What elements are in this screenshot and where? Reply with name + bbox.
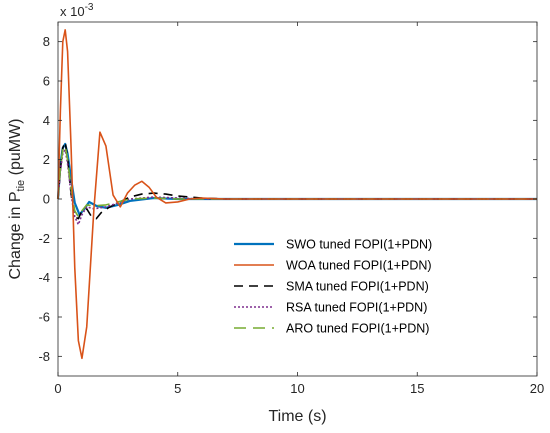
series-layer [56,29,537,360]
y-tick-label: -6 [38,310,50,325]
legend-label-4: ARO tuned FOPI(1+PDN) [286,322,429,336]
x-tick-label: 10 [290,381,304,396]
y-tick-label: 8 [43,34,50,49]
y-tick-label: -4 [38,270,50,285]
y-tick-label: 4 [43,113,50,128]
y-axis-title-subscript: tie [15,180,27,192]
x-tick-label: 0 [54,381,61,396]
y-tick-label: -2 [38,231,50,246]
y-tick-label: -8 [38,349,50,364]
legend: SWO tuned FOPI(1+PDN) WOA tuned FOPI(1+PD… [234,238,432,336]
series-line-3 [57,149,537,226]
y-tick-label: 2 [43,152,50,167]
series-line-1 [57,29,537,360]
legend-label-2: SMA tuned FOPI(1+PDN) [286,280,429,294]
legend-label-0: SWO tuned FOPI(1+PDN) [286,238,432,252]
x-tick-label: 15 [410,381,424,396]
x-axis-title: Time (s) [268,408,326,425]
ticks-layer: 0 5 10 15 20 -8 -6 -4 -2 0 2 4 6 8 [38,22,544,396]
y-axis-title-main: Change in P [7,191,24,279]
y-multiplier-base: x 10 [60,4,85,19]
series-line-2 [57,141,537,220]
x-tick-label: 20 [530,381,544,396]
y-tick-label: 0 [43,192,50,207]
y-tick-label: 6 [43,74,50,89]
legend-label-1: WOA tuned FOPI(1+PDN) [286,259,432,273]
y-multiplier: x 10-3 [60,2,94,19]
x-tick-label: 5 [174,381,181,396]
y-multiplier-exponent: -3 [85,2,94,13]
y-axis-title-unit: (puMW) [7,118,24,179]
y-axis-title: Change in Ptie (puMW) [7,118,27,279]
legend-label-3: RSA tuned FOPI(1+PDN) [286,301,427,315]
